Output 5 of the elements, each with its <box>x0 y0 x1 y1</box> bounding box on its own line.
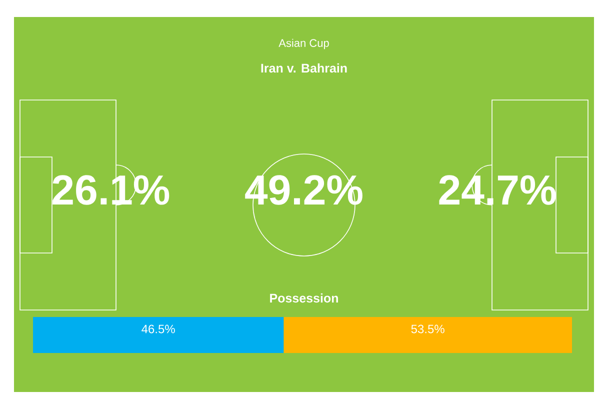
data-label: 46.5% <box>142 324 175 334</box>
text: Iran v. Bahrain <box>261 63 347 73</box>
data-label: 53.5% <box>411 324 444 334</box>
text: Asian Cup <box>278 38 329 50</box>
chart-title: Possession <box>270 293 338 303</box>
